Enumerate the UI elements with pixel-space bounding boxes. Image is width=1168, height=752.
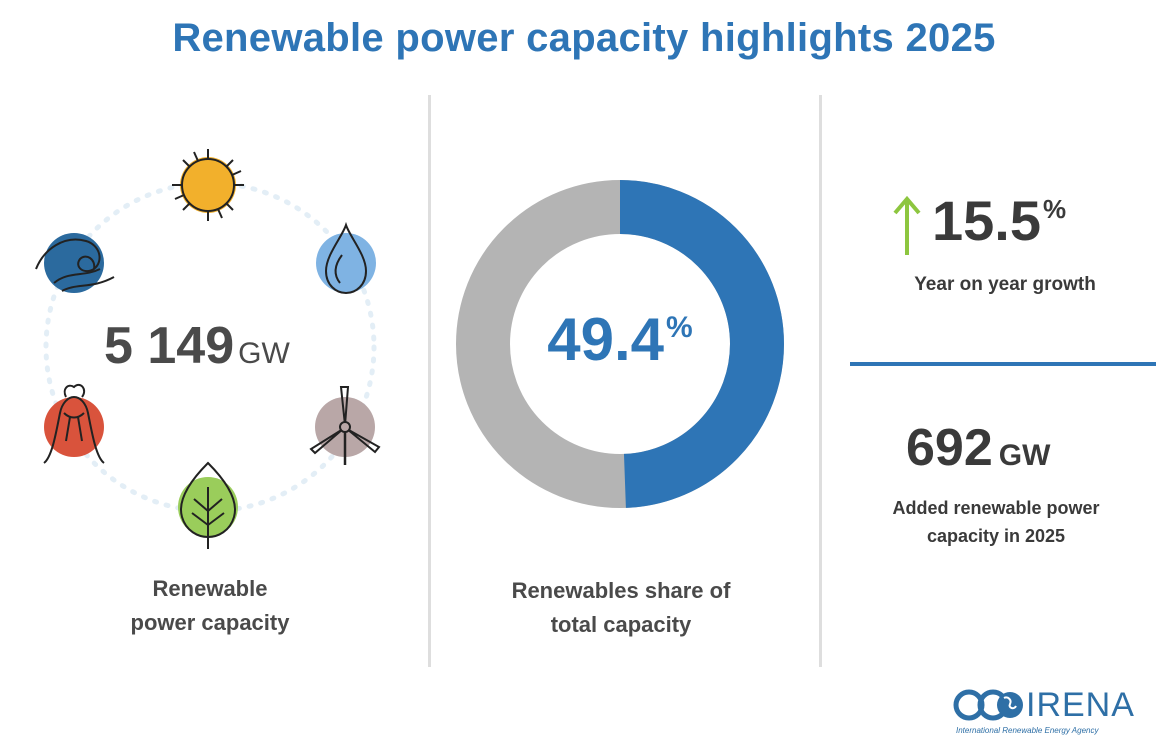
renewable-share-donut xyxy=(456,180,784,508)
divider-left xyxy=(428,95,431,667)
growth-number: 15.5 xyxy=(932,189,1041,252)
leaf-icon xyxy=(178,461,238,549)
page-title: Renewable power capacity highlights 2025 xyxy=(172,16,996,60)
water-drop-icon xyxy=(316,221,376,295)
total-capacity-unit: GW xyxy=(238,337,290,370)
renewable-share-unit: % xyxy=(666,311,693,344)
total-capacity-value: 5 149 GW xyxy=(104,316,334,376)
section-divider xyxy=(850,362,1156,366)
wave-icon xyxy=(35,233,115,293)
capacity-caption-line1: Renewable xyxy=(152,576,268,601)
share-caption: Renewables share of total capacity xyxy=(440,574,802,642)
irena-logo-subtitle: International Renewable Energy Agency xyxy=(956,726,1099,735)
total-capacity-number: 5 149 xyxy=(104,317,235,375)
renewable-share-value: 49.4% xyxy=(500,305,740,374)
share-caption-line1: Renewables share of xyxy=(511,578,731,603)
energy-icon-ring xyxy=(35,149,381,549)
added-capacity-number: 692 xyxy=(906,419,993,477)
volcano-icon xyxy=(43,383,105,464)
share-caption-line2: total capacity xyxy=(550,612,692,637)
donut-renewable-segment xyxy=(456,180,784,508)
added-label-line2: capacity in 2025 xyxy=(926,526,1066,546)
growth-value: 15.5% xyxy=(932,188,1066,253)
irena-logo-mark xyxy=(953,689,1023,721)
irena-logo: IRENA International Renewable Energy Age… xyxy=(952,686,1152,742)
growth-label: Year on year growth xyxy=(914,274,1096,295)
added-capacity-value: 692 GW xyxy=(906,418,1050,478)
wind-turbine-icon xyxy=(309,386,381,465)
renewable-share-number: 49.4 xyxy=(547,306,665,373)
irena-logo-text: IRENA xyxy=(1026,686,1135,724)
capacity-caption-line2: power capacity xyxy=(130,610,290,635)
capacity-caption: Renewable power capacity xyxy=(60,572,360,640)
growth-unit: % xyxy=(1043,194,1067,224)
added-capacity-label: Added renewable power capacity in 2025 xyxy=(856,494,1136,550)
up-arrow-icon xyxy=(893,195,921,255)
divider-right xyxy=(819,95,822,667)
added-label-line1: Added renewable power xyxy=(892,498,1100,518)
sun-icon xyxy=(172,149,244,221)
added-capacity-unit: GW xyxy=(998,439,1051,472)
